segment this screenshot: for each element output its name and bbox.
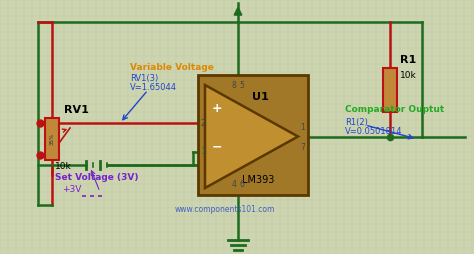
Polygon shape xyxy=(205,85,298,188)
Text: +: + xyxy=(212,102,222,115)
Text: 8: 8 xyxy=(232,81,237,90)
Text: RV1(3): RV1(3) xyxy=(130,73,158,83)
Text: 4: 4 xyxy=(232,180,237,189)
Text: R1: R1 xyxy=(400,55,416,65)
Text: www.components101.com: www.components101.com xyxy=(175,205,275,214)
Text: 1: 1 xyxy=(300,122,305,132)
Text: −: − xyxy=(212,140,222,153)
Bar xyxy=(45,118,59,160)
Text: Set Voltage (3V): Set Voltage (3V) xyxy=(55,173,138,183)
Text: +3V: +3V xyxy=(62,185,82,195)
Text: 5: 5 xyxy=(239,81,245,90)
Text: RV1: RV1 xyxy=(64,105,89,115)
Text: Comparator Ouptut: Comparator Ouptut xyxy=(345,105,444,115)
Text: U1: U1 xyxy=(252,92,268,102)
Text: 2: 2 xyxy=(201,119,206,128)
Text: 6: 6 xyxy=(239,180,245,189)
Text: V=0.0501814: V=0.0501814 xyxy=(345,126,402,135)
Bar xyxy=(198,75,308,195)
Text: 10k: 10k xyxy=(55,162,72,171)
Text: R1(2): R1(2) xyxy=(345,118,368,126)
Text: 35%: 35% xyxy=(49,133,55,145)
Text: 10k: 10k xyxy=(400,71,417,81)
Bar xyxy=(383,68,397,112)
Text: 3: 3 xyxy=(201,148,206,156)
Text: V=1.65044: V=1.65044 xyxy=(130,83,177,91)
Text: Variable Voltage: Variable Voltage xyxy=(130,64,214,72)
Text: LM393: LM393 xyxy=(242,175,274,185)
Text: +5V: +5V xyxy=(226,0,250,1)
Text: 7: 7 xyxy=(300,142,305,151)
